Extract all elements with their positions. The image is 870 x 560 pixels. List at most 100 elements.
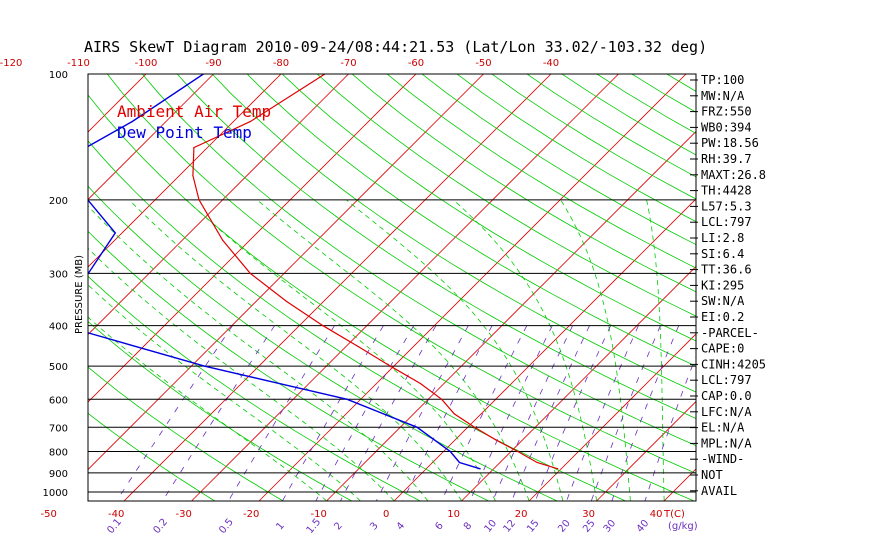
pressure-tick-label: 200 xyxy=(49,196,68,207)
temperature-point xyxy=(536,461,538,464)
legend-temp: Ambient Air Temp xyxy=(117,102,271,121)
mixing-ratio-tick-label: 2 xyxy=(332,520,345,532)
grid-layer xyxy=(0,65,870,501)
top-temp-tick-label: -70 xyxy=(340,58,356,69)
dry-adiabat-line xyxy=(88,412,215,501)
bottom-temp-tick-label: -40 xyxy=(108,509,124,520)
pressure-tick-label: 100 xyxy=(49,70,68,81)
stats-item: MPL:N/A xyxy=(701,436,752,450)
stats-item: EL:N/A xyxy=(701,421,745,435)
mixing-ratio-line xyxy=(566,325,639,501)
temperature-point xyxy=(192,175,194,177)
mixing-ratio-line xyxy=(228,325,335,501)
temperature-point xyxy=(389,365,392,367)
mixing-ratio-line xyxy=(511,325,590,501)
dry-adiabat-line xyxy=(211,74,696,393)
moist-adiabat-line xyxy=(88,247,395,501)
temperature-point xyxy=(557,468,559,470)
isotherm-line xyxy=(88,74,282,268)
bottom-temp-tick-label: 20 xyxy=(515,509,528,520)
isotherm-line xyxy=(0,65,20,501)
dewpoint-line xyxy=(88,74,481,470)
moist-adiabat-line xyxy=(560,199,631,501)
temperature-point xyxy=(453,413,455,415)
temperature-point xyxy=(193,147,195,149)
pressure-tick-label: 300 xyxy=(49,269,68,280)
mixing-ratio-line xyxy=(590,325,661,501)
bottom-temp-tick-label: 40 xyxy=(650,509,663,520)
dewpoint-point xyxy=(458,461,461,464)
mixing-ratio-tick-label: 1 xyxy=(274,520,287,532)
stats-item: CINH:4205 xyxy=(701,357,766,371)
temperature-point xyxy=(249,272,251,274)
mixing-ratio-line xyxy=(162,325,275,501)
stats-item: WB0:394 xyxy=(701,120,752,134)
moist-adiabat-line xyxy=(185,199,496,501)
mixing-ratio-tick-label: 3 xyxy=(368,520,381,532)
temperature-point xyxy=(249,121,251,123)
stats-item: AVAIL xyxy=(701,484,737,498)
stats-item: LFC:N/A xyxy=(701,405,752,419)
stats-item: -PARCEL- xyxy=(701,326,759,340)
dry-adiabat-line xyxy=(246,74,696,367)
dry-adiabat-line xyxy=(526,74,696,178)
mixing-ratio-line xyxy=(116,325,233,501)
stats-item: CAP:0.0 xyxy=(701,389,752,403)
dry-adiabat-line xyxy=(88,94,694,501)
isotherm-line xyxy=(88,74,350,336)
stats-item: LCL:797 xyxy=(701,215,752,229)
isotherm-line xyxy=(191,74,620,501)
temperature-point xyxy=(285,300,288,302)
mixing-ratio-tick-label: 0.5 xyxy=(217,517,236,536)
stats-item: RH:39.7 xyxy=(701,152,752,166)
mixing-ratio-tick-label: 6 xyxy=(433,520,446,532)
isotherm-line xyxy=(528,333,696,501)
mixing-ratio-tick-label: 10 xyxy=(482,518,499,535)
dry-adiabat-line xyxy=(88,230,489,501)
dry-adiabat-line xyxy=(141,74,696,447)
stats-item: LCL:797 xyxy=(701,373,752,387)
stats-item: CAPE:0 xyxy=(701,342,744,356)
isotherm-line xyxy=(326,130,696,501)
isotherm-line xyxy=(88,74,215,201)
stats-item: -WIND- xyxy=(701,452,744,466)
dry-adiabat-line xyxy=(316,74,696,317)
top-temp-tick-label: -120 xyxy=(0,58,22,69)
isotherm-line xyxy=(596,400,696,501)
moist-adiabat-line xyxy=(128,199,462,501)
mixing-ratio-line xyxy=(644,355,696,501)
mixing-ratio-line xyxy=(441,325,528,501)
mixing-ratio-line xyxy=(492,325,573,501)
mixing-ratio-tick-label: 12 xyxy=(501,518,518,535)
mixing-ratio-tick-label: 40 xyxy=(635,518,652,535)
legend-dewpoint: Dew Point Temp xyxy=(117,123,252,142)
bottom-temp-tick-label: -10 xyxy=(310,509,326,520)
bottom-temp-tick-label: -20 xyxy=(243,509,259,520)
chart-title: AIRS SkewT Diagram 2010-09-24/08:44:21.5… xyxy=(84,38,707,56)
mixing-ratio-line xyxy=(402,325,493,501)
mixing-ratio-tick-label: 15 xyxy=(525,518,542,535)
top-temp-tick-label: -90 xyxy=(205,58,221,69)
pressure-tick-label: 700 xyxy=(49,423,68,434)
dry-adiabat-line xyxy=(176,74,696,419)
isotherm-line xyxy=(461,265,696,501)
dewpoint-point xyxy=(479,468,481,470)
stats-item: SW:N/A xyxy=(701,294,745,308)
top-temp-tick-label: -100 xyxy=(135,58,158,69)
top-temp-tick-label: -60 xyxy=(408,58,424,69)
bottom-temp-tick-label: -50 xyxy=(40,509,56,520)
temperature-point xyxy=(358,346,360,348)
temperature-point xyxy=(441,398,443,400)
dewpoint-point xyxy=(85,147,86,148)
stats-item: PW:18.56 xyxy=(701,136,759,150)
isotherm-line xyxy=(799,65,870,501)
mixing-ratio-tick-label: 25 xyxy=(581,518,598,535)
moist-adiabat-line xyxy=(88,316,327,501)
isotherm-line xyxy=(123,74,552,501)
top-temp-tick-label: -110 xyxy=(67,58,90,69)
moist-adiabat-line xyxy=(646,199,665,501)
stats-item: L57:5.3 xyxy=(701,199,752,213)
moist-adiabat-line xyxy=(88,205,429,501)
